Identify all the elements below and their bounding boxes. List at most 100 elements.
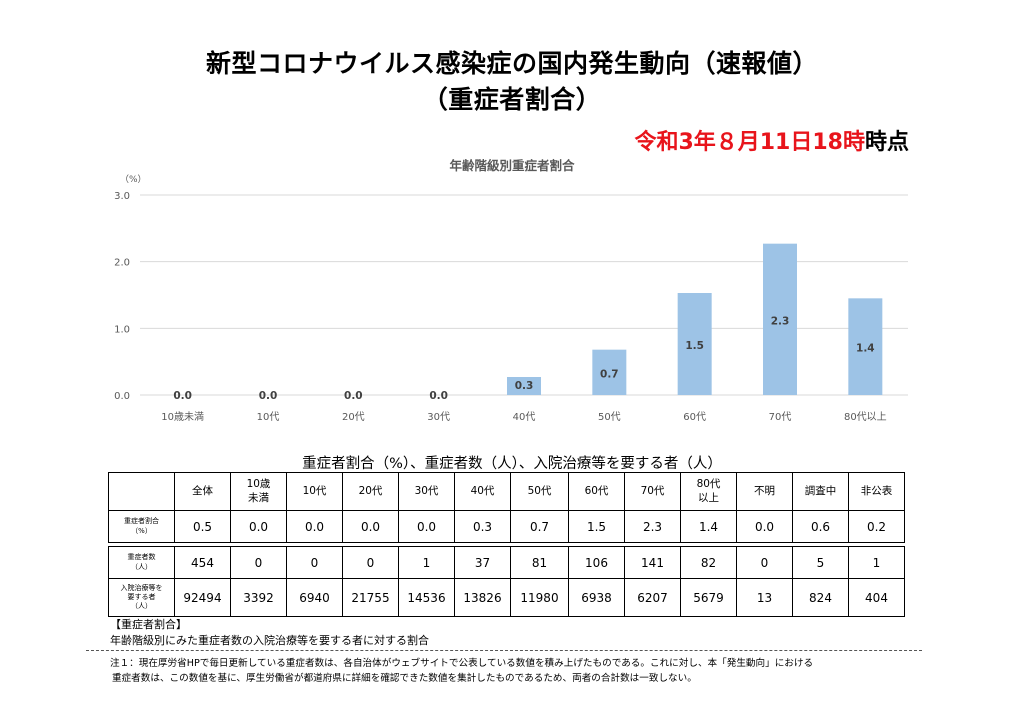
- column-header: 20代: [342, 472, 399, 511]
- table-cell: 1: [398, 546, 455, 579]
- table-corner-cell: [108, 472, 175, 511]
- table-cell: 1.4: [680, 510, 737, 543]
- table-cell: 0.0: [342, 510, 399, 543]
- table-row: 重症者割合 （%） 0.5 0.0 0.0 0.0 0.0 0.3 0.7 1.5 2.3 1.4 0.…: [108, 510, 905, 543]
- column-header: 全体: [174, 472, 231, 511]
- x-tick-label: 30代: [427, 411, 450, 423]
- table-cell: 6207: [624, 578, 681, 617]
- table-cell: 824: [792, 578, 849, 617]
- column-header: 30代: [398, 472, 455, 511]
- table-row: 重症者数 （人） 454 0 0 0 1 37 81 106 141 82 0 5 1: [108, 546, 905, 579]
- footnote-line-1: 注１：現在厚労省HPで毎日更新している重症者数は、各自治体がウェブサイトで公表し…: [110, 658, 814, 669]
- y-axis-unit-label: （%）: [120, 174, 147, 185]
- footnote-line-2: 重症者数は、この数値を基に、厚生労働省が都道府県に詳細を確認できた数値を集計した…: [112, 672, 697, 684]
- bar: [763, 243, 797, 395]
- chart-title: 年齢階級別重症者割合: [449, 158, 575, 173]
- table-cell: 1.5: [568, 510, 625, 543]
- bar: [507, 377, 541, 395]
- column-header: 不明: [736, 472, 793, 511]
- table-cell: 6940: [286, 578, 343, 617]
- note-heading: 【重症者割合】: [110, 618, 187, 631]
- column-header: 非公表: [848, 472, 905, 511]
- data-label: 0.7: [600, 368, 619, 380]
- data-label: 0.0: [259, 390, 278, 402]
- table-cell: 0.7: [510, 510, 569, 543]
- table-header-row: 全体 10歳 未満 10代 20代 30代 40代 50代 60代 70代 80代 以上 不明 調査中 非公…: [108, 472, 905, 511]
- table-cell: 0.6: [792, 510, 849, 543]
- column-header: 10代: [286, 472, 343, 511]
- x-tick-label: 40代: [513, 411, 536, 423]
- table-cell: 13: [736, 578, 793, 617]
- row-header: 重症者数 （人）: [108, 546, 175, 579]
- table-cell: 81: [510, 546, 569, 579]
- table-cell: 0: [230, 546, 287, 579]
- y-tick-label: 1.0: [114, 324, 130, 335]
- table-cell: 5679: [680, 578, 737, 617]
- table-cell: 14536: [398, 578, 455, 617]
- table-cell: 2.3: [624, 510, 681, 543]
- table-cell: 37: [454, 546, 511, 579]
- page-subtitle: （重症者割合）: [422, 85, 602, 114]
- table-cell: 0.0: [398, 510, 455, 543]
- table-cell: 13826: [454, 578, 511, 617]
- table-cell: 0.0: [230, 510, 287, 543]
- table-cell: 11980: [510, 578, 569, 617]
- y-tick-label: 2.0: [114, 258, 130, 269]
- column-header: 50代: [510, 472, 569, 511]
- table-cell: 0.3: [454, 510, 511, 543]
- x-tick-label: 10歳未満: [161, 411, 204, 423]
- data-table: 全体 10歳 未満 10代 20代 30代 40代 50代 60代 70代 80代 以上 不明 調査中 非公…: [108, 472, 905, 617]
- row-header: 入院治療等を 要する者 （人）: [108, 578, 175, 617]
- timestamp-suffix: 時点: [864, 130, 909, 155]
- column-header: 80代 以上: [680, 472, 737, 511]
- table-cell: 0: [736, 546, 793, 579]
- data-label: 0.3: [515, 380, 534, 392]
- bar-chart: 年齢階級別重症者割合 （%） 0.0 1.0 2.0 3.0 0.0 10歳未満 0.0 10代 0…: [114, 158, 908, 423]
- data-label: 0.0: [344, 390, 363, 402]
- table-cell: 82: [680, 546, 737, 579]
- x-tick-label: 70代: [769, 411, 792, 423]
- table-cell: 0.0: [736, 510, 793, 543]
- column-header: 40代: [454, 472, 511, 511]
- x-tick-label: 10代: [257, 411, 280, 423]
- column-header: 70代: [624, 472, 681, 511]
- table-cell: 0.0: [286, 510, 343, 543]
- table-cell: 454: [174, 546, 231, 579]
- bar: [848, 298, 883, 395]
- x-tick-label: 60代: [683, 411, 706, 423]
- table-cell: 0.2: [848, 510, 905, 543]
- x-tick-label: 50代: [598, 411, 621, 423]
- page-title: 新型コロナウイルス感染症の国内発生動向（速報値）: [205, 49, 818, 78]
- bar: [677, 293, 712, 395]
- x-tick-label: 80代以上: [844, 411, 887, 423]
- table-row: 入院治療等を 要する者 （人） 92494 3392 6940 21755 14536 1382…: [108, 578, 905, 617]
- column-header: 60代: [568, 472, 625, 511]
- table-cell: 5: [792, 546, 849, 579]
- y-tick-label: 0.0: [114, 391, 130, 402]
- data-label: 1.4: [856, 343, 875, 355]
- table-cell: 106: [568, 546, 625, 579]
- x-tick-label: 20代: [342, 411, 365, 423]
- data-label: 1.5: [685, 340, 704, 352]
- data-label: 0.0: [173, 390, 192, 402]
- footnote: 注１：現在厚労省HPで毎日更新している重症者数は、各自治体がウェブサイトで公表し…: [110, 657, 930, 687]
- table-cell: 92494: [174, 578, 231, 617]
- table-cell: 0: [342, 546, 399, 579]
- timestamp-date: 令和3年８月11日18時: [634, 130, 865, 155]
- data-label: 2.3: [771, 315, 790, 327]
- y-tick-label: 3.0: [114, 191, 130, 202]
- row-header: 重症者割合 （%）: [108, 510, 175, 543]
- table-cell: 3392: [230, 578, 287, 617]
- bar: [592, 349, 627, 395]
- table-cell: 0.5: [174, 510, 231, 543]
- column-header: 調査中: [792, 472, 849, 511]
- table-cell: 21755: [342, 578, 399, 617]
- timestamp: 令和3年８月11日18時時点: [634, 124, 909, 156]
- dashed-divider: [86, 650, 922, 651]
- table-cell: 404: [848, 578, 905, 617]
- column-header: 10歳 未満: [230, 472, 287, 511]
- table-title: 重症者割合（%）、重症者数（人）、入院治療等を要する者（人）: [302, 456, 722, 472]
- table-cell: 141: [624, 546, 681, 579]
- table-cell: 0: [286, 546, 343, 579]
- data-label: 0.0: [429, 390, 448, 402]
